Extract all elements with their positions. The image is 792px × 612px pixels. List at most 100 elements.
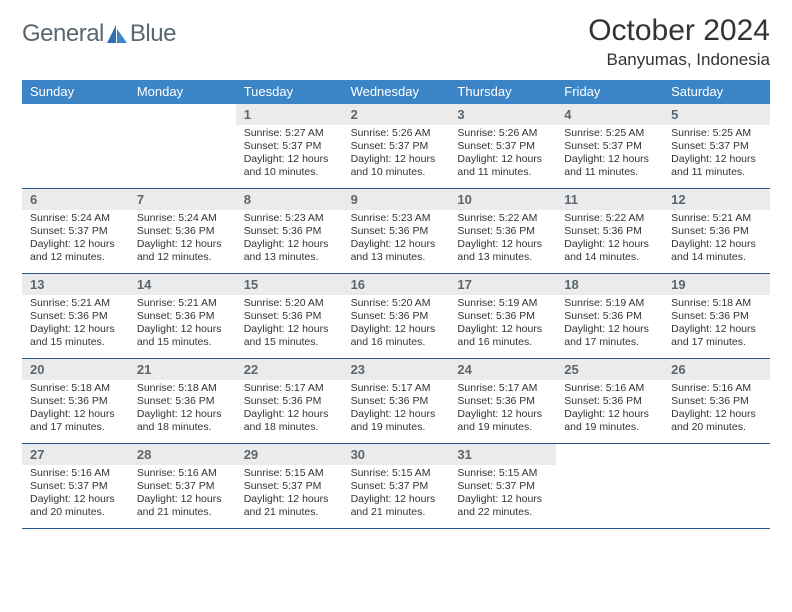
- day-info: Sunrise: 5:18 AMSunset: 5:36 PMDaylight:…: [663, 297, 770, 350]
- day-number: 15: [236, 274, 343, 295]
- week-row: 13Sunrise: 5:21 AMSunset: 5:36 PMDayligh…: [22, 274, 770, 359]
- sunset-text: Sunset: 5:36 PM: [351, 225, 444, 238]
- day-info: Sunrise: 5:16 AMSunset: 5:37 PMDaylight:…: [129, 467, 236, 520]
- sunrise-text: Sunrise: 5:19 AM: [564, 297, 657, 310]
- daylight-text: Daylight: 12 hours and 11 minutes.: [457, 153, 550, 179]
- daylight-text: Daylight: 12 hours and 17 minutes.: [30, 408, 123, 434]
- page: General Blue October 2024 Banyumas, Indo…: [0, 0, 792, 539]
- title-block: October 2024 Banyumas, Indonesia: [588, 14, 770, 70]
- weekday-wed: Wednesday: [343, 80, 450, 104]
- day-cell: 18 Sunrise: 5:19 AMSunset: 5:36 PMDayligh…: [556, 274, 663, 358]
- day-number: 24: [449, 359, 556, 380]
- sunrise-text: Sunrise: 5:18 AM: [30, 382, 123, 395]
- sunset-text: Sunset: 5:36 PM: [351, 310, 444, 323]
- brand-logo: General Blue: [22, 20, 176, 48]
- sunset-text: Sunset: 5:36 PM: [564, 310, 657, 323]
- weekday-sat: Saturday: [663, 80, 770, 104]
- sunset-text: Sunset: 5:36 PM: [351, 395, 444, 408]
- day-cell: [663, 444, 770, 528]
- sunset-text: Sunset: 5:36 PM: [457, 225, 550, 238]
- sunset-text: Sunset: 5:37 PM: [671, 140, 764, 153]
- sunset-text: Sunset: 5:36 PM: [564, 225, 657, 238]
- daylight-text: Daylight: 12 hours and 17 minutes.: [564, 323, 657, 349]
- sunrise-text: Sunrise: 5:16 AM: [137, 467, 230, 480]
- day-info: Sunrise: 5:19 AMSunset: 5:36 PMDaylight:…: [449, 297, 556, 350]
- sunset-text: Sunset: 5:36 PM: [671, 225, 764, 238]
- day-info: Sunrise: 5:22 AMSunset: 5:36 PMDaylight:…: [449, 212, 556, 265]
- brand-blue: Blue: [130, 20, 176, 48]
- day-number: 4: [556, 104, 663, 125]
- day-number: 14: [129, 274, 236, 295]
- sunset-text: Sunset: 5:36 PM: [137, 395, 230, 408]
- day-cell: 31Sunrise: 5:15 AMSunset: 5:37 PMDayligh…: [449, 444, 556, 528]
- sunrise-text: Sunrise: 5:24 AM: [30, 212, 123, 225]
- sunrise-text: Sunrise: 5:21 AM: [671, 212, 764, 225]
- day-number: 13: [22, 274, 129, 295]
- daylight-text: Daylight: 12 hours and 18 minutes.: [137, 408, 230, 434]
- day-cell: 1Sunrise: 5:27 AMSunset: 5:37 PMDaylight…: [236, 104, 343, 188]
- daylight-text: Daylight: 12 hours and 15 minutes.: [244, 323, 337, 349]
- daylight-text: Daylight: 12 hours and 17 minutes.: [671, 323, 764, 349]
- sunset-text: Sunset: 5:36 PM: [564, 395, 657, 408]
- day-info: Sunrise: 5:18 AMSunset: 5:36 PMDaylight:…: [22, 382, 129, 435]
- day-info: Sunrise: 5:23 AMSunset: 5:36 PMDaylight:…: [236, 212, 343, 265]
- day-number: 30: [343, 444, 450, 465]
- sunrise-text: Sunrise: 5:16 AM: [671, 382, 764, 395]
- sunset-text: Sunset: 5:37 PM: [30, 225, 123, 238]
- sunset-text: Sunset: 5:37 PM: [351, 140, 444, 153]
- day-info: Sunrise: 5:20 AMSunset: 5:36 PMDaylight:…: [236, 297, 343, 350]
- sunrise-text: Sunrise: 5:20 AM: [351, 297, 444, 310]
- sail-icon: [106, 24, 128, 44]
- day-cell: 28Sunrise: 5:16 AMSunset: 5:37 PMDayligh…: [129, 444, 236, 528]
- daylight-text: Daylight: 12 hours and 18 minutes.: [244, 408, 337, 434]
- day-info: Sunrise: 5:20 AMSunset: 5:36 PMDaylight:…: [343, 297, 450, 350]
- sunrise-text: Sunrise: 5:26 AM: [351, 127, 444, 140]
- daylight-text: Daylight: 12 hours and 12 minutes.: [30, 238, 123, 264]
- day-cell: 14Sunrise: 5:21 AMSunset: 5:36 PMDayligh…: [129, 274, 236, 358]
- weeks-container: 1Sunrise: 5:27 AMSunset: 5:37 PMDaylight…: [22, 104, 770, 529]
- day-cell: 26Sunrise: 5:16 AMSunset: 5:36 PMDayligh…: [663, 359, 770, 443]
- daylight-text: Daylight: 12 hours and 14 minutes.: [671, 238, 764, 264]
- sunset-text: Sunset: 5:37 PM: [244, 480, 337, 493]
- day-cell: 23Sunrise: 5:17 AMSunset: 5:36 PMDayligh…: [343, 359, 450, 443]
- daylight-text: Daylight: 12 hours and 11 minutes.: [671, 153, 764, 179]
- week-row: 20Sunrise: 5:18 AMSunset: 5:36 PMDayligh…: [22, 359, 770, 444]
- daylight-text: Daylight: 12 hours and 11 minutes.: [564, 153, 657, 179]
- day-info: Sunrise: 5:23 AMSunset: 5:36 PMDaylight:…: [343, 212, 450, 265]
- day-cell: 19Sunrise: 5:18 AMSunset: 5:36 PMDayligh…: [663, 274, 770, 358]
- day-cell: 20Sunrise: 5:18 AMSunset: 5:36 PMDayligh…: [22, 359, 129, 443]
- sunrise-text: Sunrise: 5:15 AM: [244, 467, 337, 480]
- sunset-text: Sunset: 5:36 PM: [457, 395, 550, 408]
- day-number: 29: [236, 444, 343, 465]
- sunrise-text: Sunrise: 5:17 AM: [457, 382, 550, 395]
- sunset-text: Sunset: 5:37 PM: [244, 140, 337, 153]
- sunset-text: Sunset: 5:36 PM: [671, 395, 764, 408]
- sunrise-text: Sunrise: 5:23 AM: [351, 212, 444, 225]
- day-cell: 4Sunrise: 5:25 AMSunset: 5:37 PMDaylight…: [556, 104, 663, 188]
- day-info: Sunrise: 5:25 AMSunset: 5:37 PMDaylight:…: [663, 127, 770, 180]
- day-number: 18: [556, 274, 663, 295]
- daylight-text: Daylight: 12 hours and 13 minutes.: [457, 238, 550, 264]
- day-info: Sunrise: 5:17 AMSunset: 5:36 PMDaylight:…: [343, 382, 450, 435]
- sunset-text: Sunset: 5:36 PM: [137, 310, 230, 323]
- day-info: Sunrise: 5:17 AMSunset: 5:36 PMDaylight:…: [236, 382, 343, 435]
- day-info: Sunrise: 5:25 AMSunset: 5:37 PMDaylight:…: [556, 127, 663, 180]
- daylight-text: Daylight: 12 hours and 16 minutes.: [457, 323, 550, 349]
- day-number: 8: [236, 189, 343, 210]
- day-cell: 21Sunrise: 5:18 AMSunset: 5:36 PMDayligh…: [129, 359, 236, 443]
- sunrise-text: Sunrise: 5:22 AM: [457, 212, 550, 225]
- day-cell: 29Sunrise: 5:15 AMSunset: 5:37 PMDayligh…: [236, 444, 343, 528]
- daylight-text: Daylight: 12 hours and 19 minutes.: [351, 408, 444, 434]
- sunset-text: Sunset: 5:37 PM: [30, 480, 123, 493]
- sunset-text: Sunset: 5:36 PM: [244, 310, 337, 323]
- sunset-text: Sunset: 5:36 PM: [30, 395, 123, 408]
- day-cell: 24Sunrise: 5:17 AMSunset: 5:36 PMDayligh…: [449, 359, 556, 443]
- day-cell: [556, 444, 663, 528]
- daylight-text: Daylight: 12 hours and 20 minutes.: [30, 493, 123, 519]
- day-cell: 16Sunrise: 5:20 AMSunset: 5:36 PMDayligh…: [343, 274, 450, 358]
- week-row: 1Sunrise: 5:27 AMSunset: 5:37 PMDaylight…: [22, 104, 770, 189]
- day-cell: 11Sunrise: 5:22 AMSunset: 5:36 PMDayligh…: [556, 189, 663, 273]
- day-number: 9: [343, 189, 450, 210]
- day-info: Sunrise: 5:16 AMSunset: 5:36 PMDaylight:…: [663, 382, 770, 435]
- day-number: 5: [663, 104, 770, 125]
